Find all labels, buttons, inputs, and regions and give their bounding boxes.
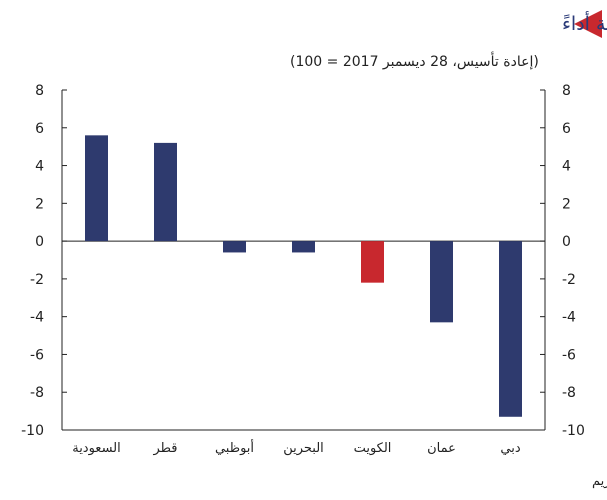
- left-tick-label: 8: [35, 83, 44, 99]
- right-tick-label: -10: [562, 423, 585, 439]
- bar: [499, 241, 522, 417]
- right-tick-label: 2: [562, 196, 571, 212]
- category-label: عمان: [427, 441, 456, 456]
- left-tick-label: 4: [35, 159, 44, 175]
- right-tick-label: -4: [562, 310, 576, 326]
- right-tick-label: -8: [562, 385, 576, 401]
- bar: [223, 241, 246, 253]
- left-tick-label: -10: [21, 423, 44, 439]
- bar: [154, 142, 177, 242]
- left-tick-labels: 8 6 4 2 0 -2 -4 -6 -8 -10: [21, 83, 67, 439]
- title-marker-icon: [574, 10, 602, 38]
- right-tick-label: -6: [562, 347, 576, 363]
- right-tick-label: 4: [562, 159, 571, 175]
- bars: [85, 135, 522, 417]
- category-label: البحرين: [283, 441, 324, 456]
- source-note: المصدر: تومسون رويترز داتاستريم: [592, 474, 607, 489]
- right-tick-label: 0: [562, 234, 571, 250]
- bar: [361, 241, 384, 283]
- bar: [85, 135, 108, 242]
- category-label: دبي: [500, 441, 520, 456]
- bar: [430, 241, 453, 323]
- right-tick-label: 6: [562, 121, 571, 137]
- category-labels: السعودية قطر أبوظبي البحرين الكويت عمان دبي: [72, 439, 521, 456]
- right-tick-label: -2: [562, 272, 576, 288]
- left-tick-label: -8: [30, 385, 44, 401]
- category-label: الكويت: [354, 441, 392, 456]
- left-tick-label: 6: [35, 121, 44, 137]
- left-tick-label: -6: [30, 347, 44, 363]
- plot-area: [61, 90, 546, 431]
- left-tick-label: 2: [35, 196, 44, 212]
- right-tick-labels: 8 6 4 2 0 -2 -4 -6 -8 -10: [540, 83, 585, 439]
- left-tick-label: 0: [35, 234, 44, 250]
- category-label: السعودية: [72, 441, 121, 456]
- chart-title: أفضل الأسواق الخليجية أداءً: [562, 11, 607, 35]
- chart-subtitle: (إعادة تأسيس، 28 ديسمبر 2017 = 100): [290, 51, 539, 70]
- category-label: قطر: [152, 441, 177, 456]
- right-tick-label: 8: [562, 83, 571, 99]
- bar: [292, 241, 315, 253]
- category-label: أبوظبي: [215, 439, 254, 456]
- left-tick-label: -4: [30, 310, 44, 326]
- left-tick-label: -2: [30, 272, 44, 288]
